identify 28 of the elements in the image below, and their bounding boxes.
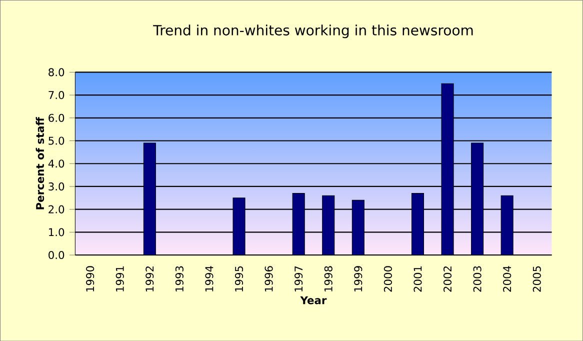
x-tick-label: 2002 (443, 266, 452, 292)
y-tick-label: 6.0 (48, 114, 64, 122)
x-tick-label: 1992 (146, 266, 154, 292)
y-tick-label: 7.0 (48, 90, 64, 99)
x-tick-label: 1991 (116, 266, 124, 292)
y-tick-label: 8.0 (48, 68, 64, 76)
y-tick-label: 1.0 (49, 228, 64, 236)
x-tick-label: 1994 (205, 266, 214, 292)
x-tick-label: 2003 (473, 266, 482, 292)
x-tick-label: 1993 (175, 266, 184, 292)
x-tick-label: 1996 (264, 266, 273, 292)
y-tick-label: 0.0 (48, 250, 64, 259)
x-tick-label: 1995 (234, 266, 244, 292)
y-tick-label: 4.0 (48, 159, 64, 168)
chart-title: Trend in non-whites working in this newsroom (153, 24, 473, 38)
x-tick-label: 1999 (354, 266, 362, 292)
x-tick-label: 1997 (294, 266, 303, 292)
y-tick-label: 3.0 (48, 182, 64, 190)
x-tick-label: 2005 (532, 266, 541, 292)
x-tick-label: 2000 (384, 266, 392, 292)
x-tick-label: 1990 (86, 266, 94, 292)
y-tick-label: 2.0 (48, 205, 64, 214)
x-tick-label: 2004 (503, 266, 512, 292)
x-axis-title: Year (300, 296, 327, 304)
y-tick-label: 5.0 (48, 136, 64, 145)
x-tick-label: 2001 (414, 266, 422, 292)
x-tick-label: 1998 (324, 266, 332, 292)
y-axis-title: Percent of staff (36, 116, 44, 210)
